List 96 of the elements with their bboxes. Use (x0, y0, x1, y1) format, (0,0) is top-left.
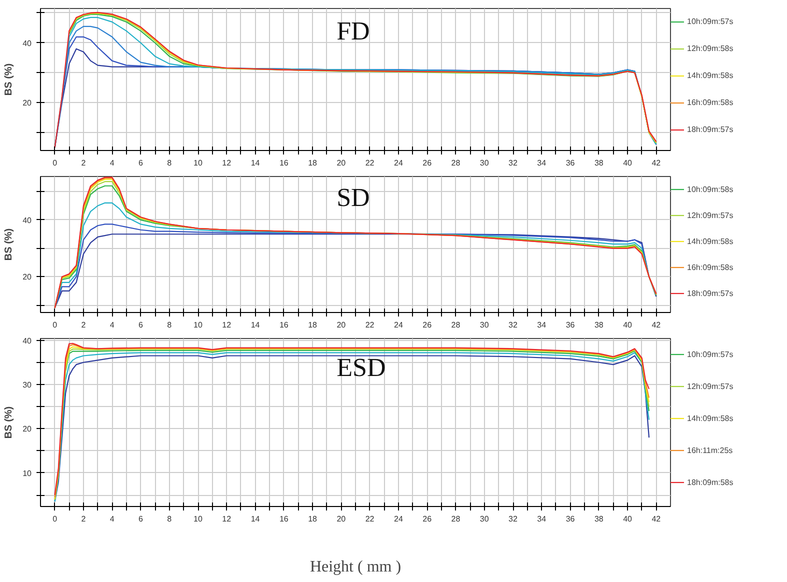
x-tick-label: 4 (110, 158, 115, 168)
legend-label: 16h:09m:58s (687, 98, 734, 108)
x-tick-label: 2 (81, 158, 86, 168)
legend-label: 10h:09m:57s (687, 349, 734, 359)
x-axis-title: Height ( mm ) (310, 558, 402, 576)
y-axis-title: BS (%) (4, 228, 15, 261)
x-tick-label: 20 (336, 514, 346, 524)
x-tick-label: 28 (451, 320, 461, 330)
x-tick-label: 6 (138, 320, 144, 330)
chart-title: FD (336, 16, 370, 46)
legend-label: 10h:09m:57s (687, 16, 734, 26)
x-tick-label: 28 (451, 158, 461, 168)
legend-label: 18h:09m:57s (687, 124, 734, 134)
x-tick-label: 22 (365, 158, 375, 168)
x-tick-label: 16 (279, 320, 289, 330)
x-tick-label: 26 (422, 320, 432, 330)
legend-label: 18h:09m:57s (687, 288, 734, 298)
y-tick-label: 40 (22, 38, 32, 48)
y-tick-label: 20 (22, 424, 32, 434)
x-tick-label: 26 (422, 514, 432, 524)
x-tick-label: 12 (222, 158, 232, 168)
legend-label: 14h:09m:58s (687, 413, 734, 423)
x-tick-label: 42 (652, 158, 662, 168)
x-tick-label: 8 (167, 320, 172, 330)
x-tick-label: 16 (279, 158, 289, 168)
x-tick-label: 24 (394, 514, 404, 524)
x-tick-label: 38 (594, 514, 604, 524)
x-tick-label: 30 (480, 320, 490, 330)
x-tick-label: 24 (394, 158, 404, 168)
x-tick-label: 0 (52, 320, 58, 330)
x-tick-label: 10 (194, 514, 203, 524)
x-tick-label: 14 (250, 320, 260, 330)
x-tick-label: 12 (222, 514, 232, 524)
y-tick-label: 20 (22, 272, 32, 282)
y-tick-label: 40 (22, 216, 32, 225)
x-tick-label: 10 (194, 320, 203, 330)
x-tick-label: 42 (652, 320, 662, 330)
x-tick-label: 36 (566, 320, 576, 330)
legend-label: 16h:09m:58s (687, 262, 734, 272)
x-tick-label: 20 (336, 158, 346, 168)
text: ESD (336, 353, 386, 382)
x-tick-label: 16 (279, 514, 289, 524)
x-tick-label: 22 (365, 514, 375, 524)
x-tick-label: 6 (138, 158, 144, 168)
x-tick-label: 18 (308, 320, 318, 330)
x-tick-label: 4 (110, 514, 115, 524)
x-tick-label: 36 (566, 158, 576, 168)
y-tick-label: 30 (22, 380, 32, 390)
x-tick-label: 6 (138, 514, 144, 524)
legend-label: 12h:09m:57s (687, 381, 734, 391)
x-tick-label: 2 (81, 320, 86, 330)
x-tick-label: 14 (250, 514, 260, 524)
y-tick-label: 20 (22, 98, 32, 108)
x-tick-label: 0 (52, 514, 58, 524)
x-tick-label: 26 (422, 158, 432, 168)
x-tick-label: 10 (194, 158, 203, 168)
x-tick-label: 40 (623, 320, 633, 330)
legend-label: 12h:09m:57s (687, 210, 734, 220)
x-tick-label: 32 (508, 320, 518, 330)
x-tick-label: 14 (250, 158, 260, 168)
x-tick-label: 32 (508, 158, 518, 168)
y-axis-title: BS (%) (4, 63, 15, 96)
y-axis-title: BS (%) (4, 406, 15, 439)
x-tick-label: 0 (52, 158, 58, 168)
x-tick-label: 8 (167, 158, 172, 168)
x-tick-label: 28 (451, 514, 461, 524)
legend-label: 18h:09m:58s (687, 477, 734, 487)
legend-label: 14h:09m:58s (687, 236, 734, 246)
x-tick-label: 30 (480, 514, 490, 524)
x-tick-label: 18 (308, 158, 318, 168)
x-tick-label: 12 (222, 320, 232, 330)
legend-label: 12h:09m:58s (687, 44, 734, 54)
x-tick-label: 38 (594, 320, 604, 330)
x-tick-label: 36 (566, 514, 576, 524)
x-tick-label: 32 (508, 514, 518, 524)
x-tick-label: 34 (537, 320, 547, 330)
chart-title: SD (336, 182, 370, 212)
x-tick-label: 8 (167, 514, 172, 524)
x-tick-label: 40 (623, 514, 633, 524)
legend-label: 10h:09m:58s (687, 184, 734, 194)
x-tick-label: 42 (652, 514, 662, 524)
x-tick-label: 34 (537, 158, 547, 168)
x-tick-label: 40 (623, 158, 633, 168)
y-tick-label: 40 (22, 336, 32, 346)
x-tick-label: 2 (81, 514, 86, 524)
legend-label: 16h:11m:25s (687, 445, 734, 455)
x-tick-label: 34 (537, 514, 547, 524)
y-tick-label: 10 (22, 468, 32, 478)
x-tick-label: 18 (308, 514, 318, 524)
x-tick-label: 24 (394, 320, 404, 330)
x-tick-label: 38 (594, 158, 604, 168)
x-tick-label: 20 (336, 320, 346, 330)
legend-label: 14h:09m:58s (687, 70, 734, 80)
x-tick-label: 4 (110, 320, 115, 330)
x-tick-label: 30 (480, 158, 490, 168)
x-tick-label: 22 (365, 320, 375, 330)
